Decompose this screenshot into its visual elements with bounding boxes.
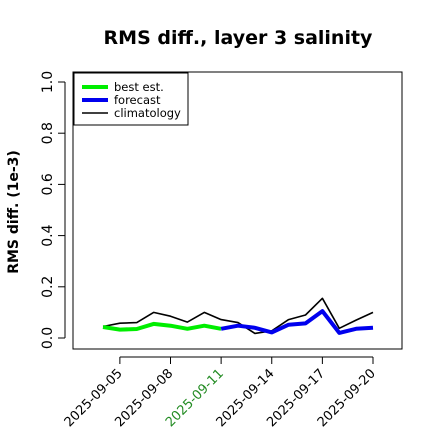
plot-frame	[72, 71, 403, 350]
y-axis-label: RMS diff. (1e-3)	[6, 150, 22, 274]
chart-title: RMS diff., layer 3 salinity	[104, 27, 374, 49]
series-line-forecast	[220, 309, 374, 335]
y-tick-label: 0.2	[40, 276, 56, 298]
x-axis: 2025-09-052025-09-082025-09-112025-09-14…	[62, 356, 379, 430]
series-layer	[102, 297, 374, 335]
y-tick-label: 0.8	[40, 122, 56, 144]
y-tick-label: 0.6	[40, 173, 56, 195]
y-tick-label: 1.0	[40, 71, 56, 93]
y-tick-label: 0.4	[40, 224, 56, 246]
legend-label: best est.	[114, 80, 164, 94]
series-line-climatology	[102, 297, 374, 335]
y-tick-label: 0.0	[40, 327, 56, 349]
legend-label: forecast	[114, 93, 161, 107]
series-line-best-est	[102, 321, 222, 332]
y-axis: 0.0 0.2 0.4 0.6 0.8 1.0	[40, 71, 66, 349]
legend-label: climatology	[114, 106, 181, 120]
